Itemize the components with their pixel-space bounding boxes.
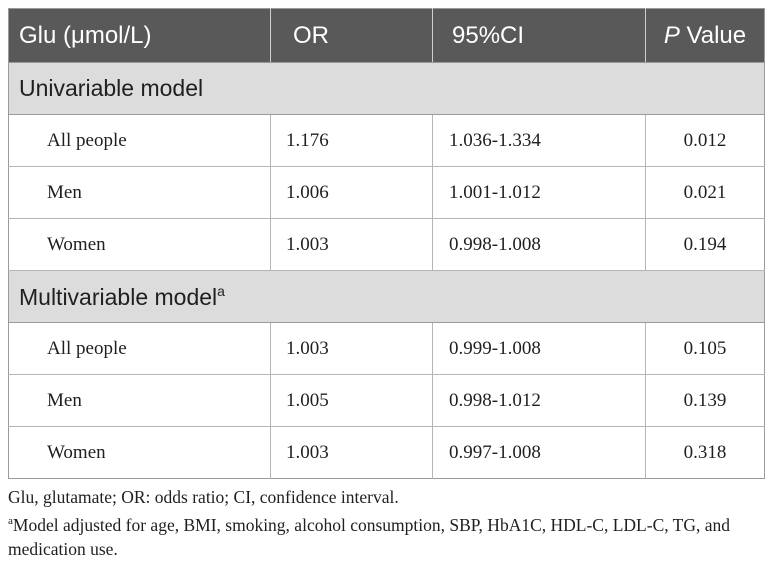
row-p: 0.194	[645, 218, 765, 271]
odds-ratio-table: Glu (μmol/L) OR 95%CI P Value Univariabl…	[8, 8, 765, 479]
row-ci: 0.998-1.008	[432, 218, 646, 271]
table-body: Univariable model All people 1.176 1.036…	[8, 62, 765, 479]
row-p: 0.105	[645, 322, 765, 375]
row-label: Women	[8, 426, 271, 479]
row-or: 1.176	[270, 114, 433, 167]
table-row: Women 1.003 0.997-1.008 0.318	[8, 426, 765, 479]
abbreviations-note: Glu, glutamate; OR: odds ratio; CI, conf…	[8, 487, 399, 507]
adjustment-note-text: Model adjusted for age, BMI, smoking, al…	[8, 515, 731, 559]
table-row: All people 1.003 0.999-1.008 0.105	[8, 322, 765, 375]
section-row-multivariable: Multivariable modela	[8, 270, 765, 323]
footnote-marker: a	[8, 515, 13, 527]
header-glu: Glu (μmol/L)	[8, 8, 271, 63]
row-ci: 1.001-1.012	[432, 166, 646, 219]
table-row: Men 1.005 0.998-1.012 0.139	[8, 374, 765, 427]
section-title-multivariable: Multivariable modela	[8, 270, 765, 323]
table-row: Women 1.003 0.998-1.008 0.194	[8, 218, 765, 271]
header-ci: 95%CI	[432, 8, 646, 63]
adjustment-note: aModel adjusted for age, BMI, smoking, a…	[8, 509, 768, 561]
header-p-value: P Value	[645, 8, 765, 63]
row-p: 0.318	[645, 426, 765, 479]
section-row-univariable: Univariable model	[8, 62, 765, 115]
row-or: 1.006	[270, 166, 433, 219]
row-or: 1.003	[270, 218, 433, 271]
row-ci: 1.036-1.334	[432, 114, 646, 167]
table-row: Men 1.006 1.001-1.012 0.021	[8, 166, 765, 219]
section-label: Multivariable model	[19, 283, 218, 310]
header-row: Glu (μmol/L) OR 95%CI P Value	[8, 8, 765, 63]
row-ci: 0.997-1.008	[432, 426, 646, 479]
header-p-rest: Value	[679, 21, 747, 49]
row-or: 1.005	[270, 374, 433, 427]
footnote-marker: a	[217, 282, 225, 299]
header-or: OR	[270, 8, 433, 63]
row-p: 0.012	[645, 114, 765, 167]
section-label: Univariable model	[19, 75, 204, 101]
row-p: 0.021	[645, 166, 765, 219]
row-or: 1.003	[270, 426, 433, 479]
row-label: All people	[8, 114, 271, 167]
results-table-container: Glu (μmol/L) OR 95%CI P Value Univariabl…	[8, 8, 765, 479]
row-ci: 0.998-1.012	[432, 374, 646, 427]
row-ci: 0.999-1.008	[432, 322, 646, 375]
row-label: Men	[8, 166, 271, 219]
row-label: Men	[8, 374, 271, 427]
header-p-italic: P	[663, 21, 680, 49]
table-row: All people 1.176 1.036-1.334 0.012	[8, 114, 765, 167]
row-p: 0.139	[645, 374, 765, 427]
section-title-univariable: Univariable model	[8, 62, 765, 115]
row-label: All people	[8, 322, 271, 375]
row-label: Women	[8, 218, 271, 271]
table-header: Glu (μmol/L) OR 95%CI P Value	[8, 8, 765, 63]
row-or: 1.003	[270, 322, 433, 375]
table-footnotes: Glu, glutamate; OR: odds ratio; CI, conf…	[8, 485, 768, 561]
